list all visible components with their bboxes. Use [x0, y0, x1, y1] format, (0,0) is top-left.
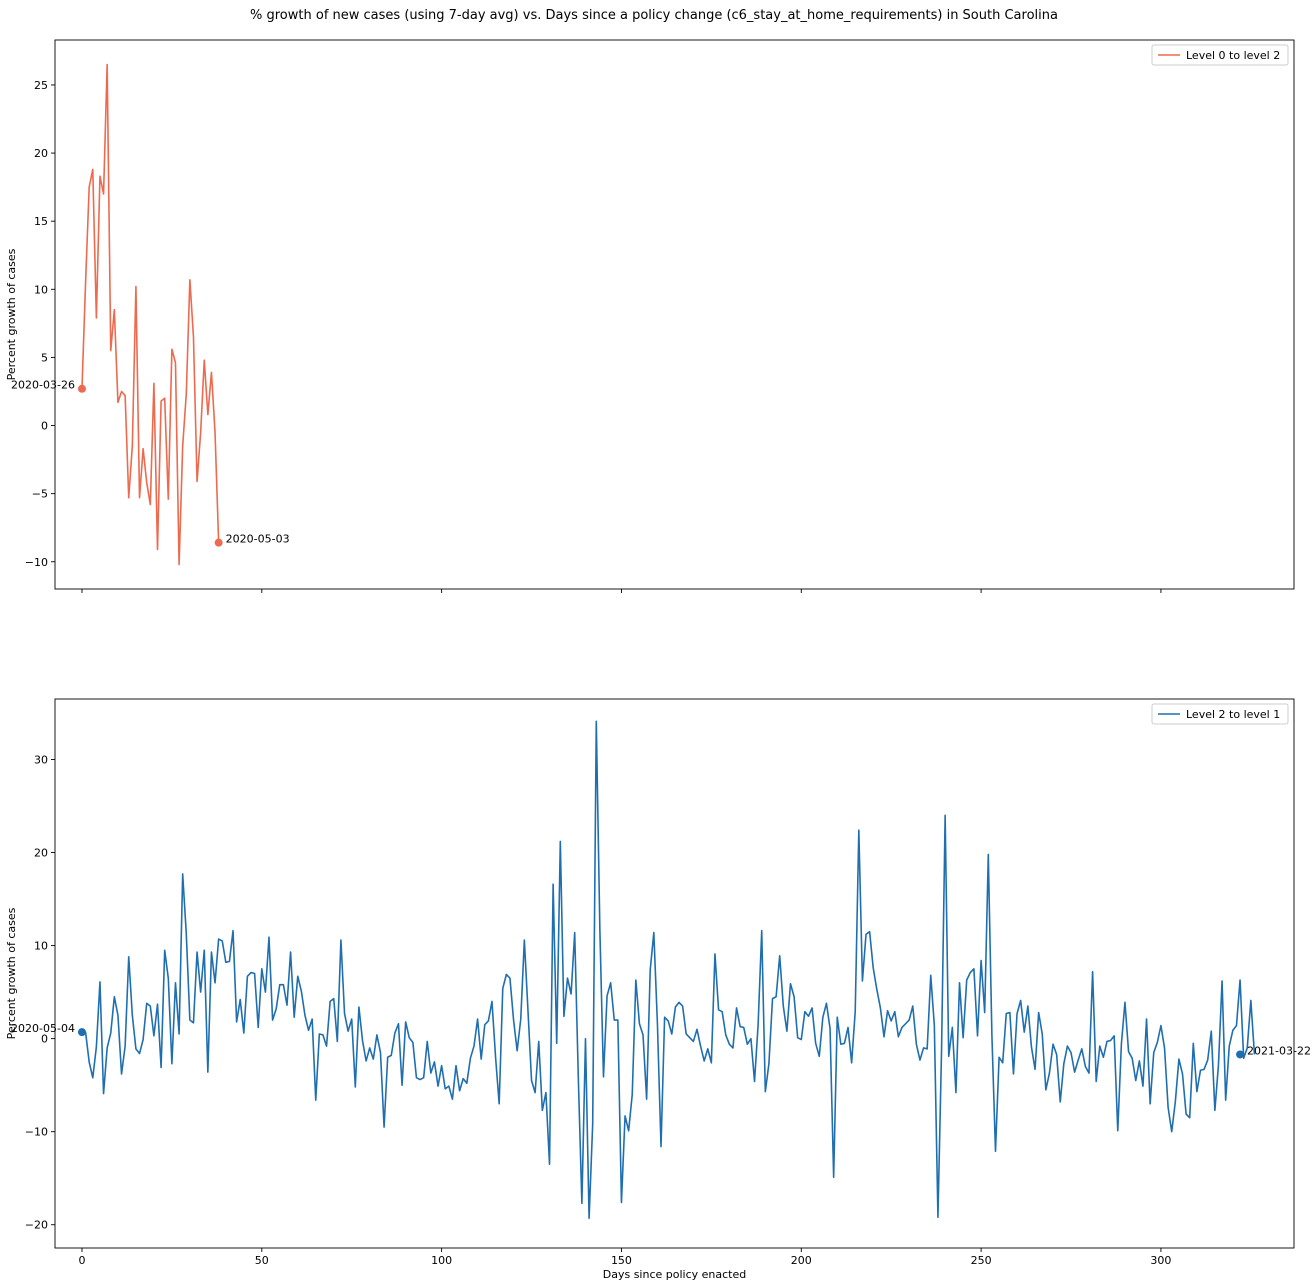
series-line: [81, 720, 1256, 1220]
x-tick-label: 250: [971, 1254, 992, 1267]
y-tick-label: 30: [34, 753, 48, 766]
legend-box: [1151, 44, 1289, 66]
legend-box: [1151, 703, 1289, 725]
y-tick-label: 10: [34, 940, 48, 953]
y-tick-label: 0: [41, 1033, 48, 1046]
x-tick-label: 150: [611, 1254, 632, 1267]
endpoint-label: 2020-05-03: [226, 533, 290, 546]
chart-title: % growth of new cases (using 7-day avg) …: [250, 8, 1058, 23]
y-tick-label: −5: [32, 488, 48, 501]
y-axis-label: Percent growth of cases: [5, 248, 18, 380]
endpoint-marker: [1236, 1050, 1245, 1059]
y-tick-label: 10: [34, 283, 48, 296]
x-tick-label: 0: [78, 1254, 85, 1267]
y-tick-label: 0: [41, 420, 48, 433]
y-tick-label: 20: [34, 147, 48, 160]
endpoint-marker: [77, 384, 86, 393]
x-axis-label: Days since policy enacted: [603, 1268, 747, 1281]
legend-entry: Level 0 to level 2: [1186, 49, 1280, 62]
x-tick-label: 100: [431, 1254, 452, 1267]
y-tick-label: 25: [34, 79, 48, 92]
x-tick-label: 50: [255, 1254, 269, 1267]
x-tick-label: 200: [791, 1254, 812, 1267]
endpoint-marker: [77, 1028, 86, 1037]
y-tick-label: −10: [25, 1126, 48, 1139]
y-tick-label: −10: [25, 556, 48, 569]
endpoint-label: 2020-03-26: [11, 379, 75, 392]
plot-frame: [54, 698, 1295, 1249]
plot-frame: [54, 39, 1295, 590]
endpoint-label: 2020-05-04: [11, 1022, 75, 1035]
y-tick-label: 15: [34, 215, 48, 228]
endpoint-label: 2021-03-22: [1247, 1044, 1311, 1057]
x-tick-label: 300: [1150, 1254, 1171, 1267]
legend-entry: Level 2 to level 1: [1186, 708, 1280, 721]
series-line: [81, 63, 220, 566]
y-tick-label: 20: [34, 847, 48, 860]
y-tick-label: 5: [41, 351, 48, 364]
endpoint-marker: [214, 538, 223, 547]
y-tick-label: −20: [25, 1219, 48, 1232]
y-axis-label: Percent growth of cases: [5, 907, 18, 1039]
